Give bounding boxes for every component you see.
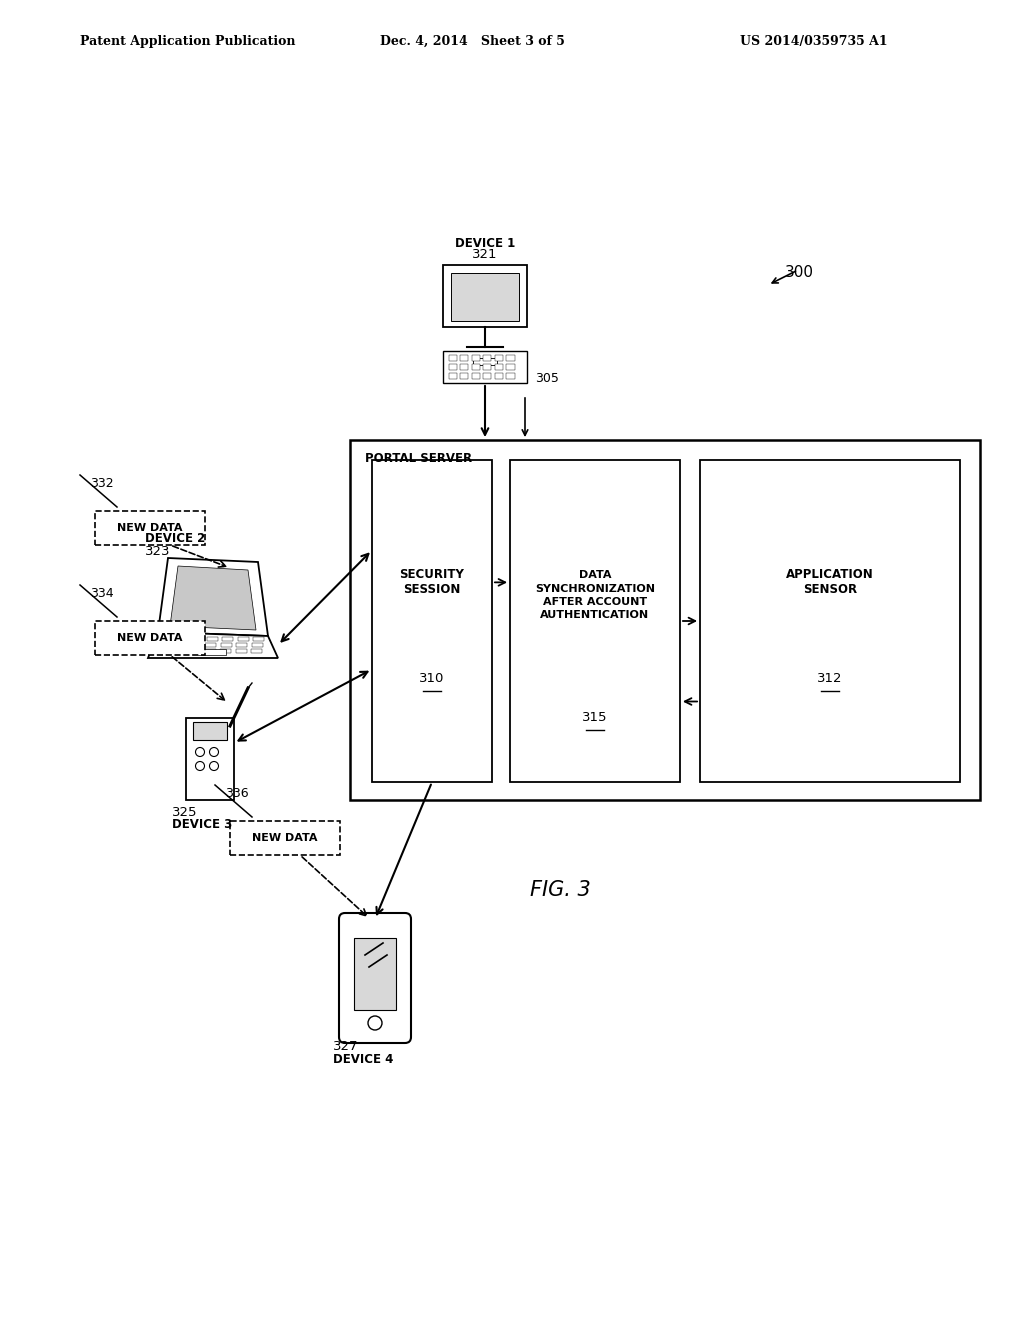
Text: 321: 321 <box>472 248 498 261</box>
Text: Patent Application Publication: Patent Application Publication <box>80 36 296 48</box>
Bar <box>95 511 205 545</box>
Text: 300: 300 <box>785 265 814 280</box>
Bar <box>221 643 232 647</box>
Text: 310: 310 <box>419 672 444 685</box>
Bar <box>237 643 248 647</box>
Bar <box>449 374 457 379</box>
Bar <box>236 649 247 653</box>
Bar <box>700 459 961 781</box>
Text: 327: 327 <box>333 1040 358 1053</box>
Text: DEVICE 2: DEVICE 2 <box>145 532 205 545</box>
Bar <box>372 459 492 781</box>
Bar <box>461 364 469 370</box>
Bar <box>189 649 200 653</box>
Bar <box>507 355 514 360</box>
Bar <box>483 364 492 370</box>
Text: 312: 312 <box>817 672 843 685</box>
Bar <box>483 374 492 379</box>
Text: 332: 332 <box>90 477 114 490</box>
Bar <box>252 643 263 647</box>
Text: PORTAL SERVER: PORTAL SERVER <box>365 451 472 465</box>
Bar <box>174 643 185 647</box>
Bar <box>449 364 457 370</box>
Text: DEVICE 4: DEVICE 4 <box>333 1053 393 1067</box>
Text: 315: 315 <box>583 711 608 725</box>
Text: US 2014/0359735 A1: US 2014/0359735 A1 <box>740 36 888 48</box>
Text: 325: 325 <box>172 807 198 818</box>
Bar <box>160 638 171 642</box>
Bar <box>451 273 519 321</box>
Bar <box>191 638 202 642</box>
Text: NEW DATA: NEW DATA <box>118 634 182 643</box>
FancyBboxPatch shape <box>339 913 411 1043</box>
Polygon shape <box>158 558 268 636</box>
Text: APPLICATION
SENSOR: APPLICATION SENSOR <box>786 569 873 597</box>
Bar <box>350 440 980 800</box>
Bar <box>206 643 216 647</box>
Polygon shape <box>148 632 278 657</box>
Polygon shape <box>170 566 256 630</box>
Text: 334: 334 <box>90 587 114 601</box>
Bar <box>193 722 227 741</box>
Text: 323: 323 <box>145 545 171 558</box>
Bar <box>473 358 497 366</box>
Bar <box>238 638 249 642</box>
Text: DATA
SYNCHRONIZATION
AFTER ACCOUNT
AUTHENTICATION: DATA SYNCHRONIZATION AFTER ACCOUNT AUTHE… <box>535 570 655 620</box>
Bar <box>495 355 503 360</box>
Bar <box>222 638 233 642</box>
Text: NEW DATA: NEW DATA <box>118 523 182 533</box>
Bar <box>95 620 205 655</box>
Bar <box>220 649 231 653</box>
Bar <box>186 718 234 800</box>
Bar <box>472 364 480 370</box>
Bar <box>253 638 264 642</box>
Bar <box>507 374 514 379</box>
Bar <box>495 364 503 370</box>
Bar <box>159 643 170 647</box>
Bar <box>510 459 680 781</box>
Bar <box>190 643 201 647</box>
Bar <box>461 355 469 360</box>
Bar <box>230 821 340 855</box>
Bar <box>158 649 169 653</box>
Text: DEVICE 3: DEVICE 3 <box>172 818 232 832</box>
Bar <box>461 374 469 379</box>
Bar <box>483 355 492 360</box>
Text: NEW DATA: NEW DATA <box>252 833 317 843</box>
Text: SECURITY
SESSION: SECURITY SESSION <box>399 569 465 597</box>
Text: 336: 336 <box>225 787 249 800</box>
Bar <box>205 649 215 653</box>
Bar <box>472 374 480 379</box>
Bar <box>472 355 480 360</box>
Bar <box>507 364 514 370</box>
Text: 305: 305 <box>535 372 559 385</box>
Text: DEVICE 1: DEVICE 1 <box>455 238 515 249</box>
Text: Dec. 4, 2014   Sheet 3 of 5: Dec. 4, 2014 Sheet 3 of 5 <box>380 36 565 48</box>
Bar <box>251 649 262 653</box>
Bar <box>207 638 217 642</box>
Bar <box>495 374 503 379</box>
Text: FIG. 3: FIG. 3 <box>529 880 591 900</box>
Bar <box>443 351 527 383</box>
Bar <box>173 649 184 653</box>
Bar <box>198 649 226 655</box>
Bar <box>354 939 396 1010</box>
Bar <box>175 638 186 642</box>
Bar <box>449 355 457 360</box>
Bar <box>443 265 527 327</box>
